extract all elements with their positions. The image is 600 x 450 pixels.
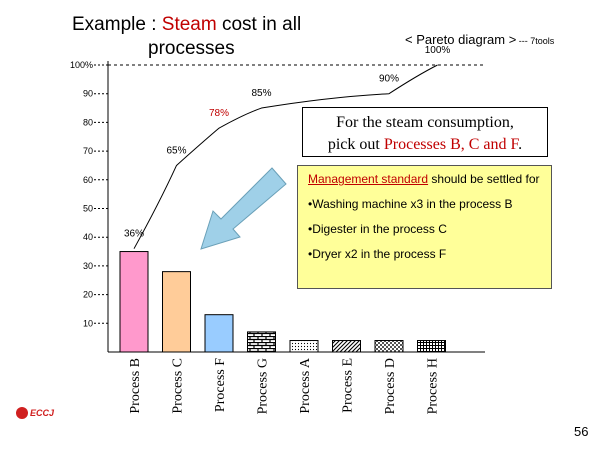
cumulative-label: 78% — [209, 108, 229, 119]
y-tick-label: 100% — [70, 60, 93, 70]
x-tick-label: Process A — [298, 357, 313, 414]
note-item: •Dryer x2 in the process F — [308, 247, 447, 261]
cumulative-line: 36% 65% 78% 85% 90% 100% — [124, 45, 450, 249]
bar — [162, 271, 191, 353]
callout-box: For the steam consumption, pick out Proc… — [302, 107, 548, 157]
bar — [332, 340, 361, 353]
page-title-line2: processes — [148, 38, 235, 59]
bar — [204, 314, 234, 353]
y-tick-label: 40 — [83, 232, 93, 242]
y-tick-label: 60 — [83, 175, 93, 185]
y-tick-label: 20 — [83, 290, 93, 300]
callout-highlight: Processes B, C and F — [383, 136, 519, 153]
note-heading: Management standard should be settled fo… — [308, 172, 540, 186]
note-heading-highlight: Management standard — [308, 172, 429, 186]
y-tick-label: 30 — [83, 261, 93, 271]
cumulative-label: 65% — [166, 145, 186, 156]
y-tick-label: 90 — [83, 89, 93, 99]
x-tick-label: Process H — [426, 358, 441, 414]
cumulative-path — [133, 64, 438, 249]
cumulative-label: 100% — [425, 45, 451, 56]
x-tick-label: Process E — [341, 358, 356, 413]
x-axis-labels: Process B Process C Process F Process G Proc… — [128, 357, 441, 414]
eccj-logo: ECCJ — [16, 407, 54, 419]
bar — [417, 340, 446, 353]
y-tick-label: 50 — [83, 204, 93, 214]
callout-line2: pick out Processes B, C and F. — [327, 136, 523, 153]
note-box: Management standard should be settled fo… — [297, 165, 552, 289]
x-tick-label: Process D — [383, 358, 398, 414]
cumulative-label: 36% — [124, 229, 144, 240]
note-item: •Digester in the process C — [308, 222, 447, 236]
page-number: 56 — [574, 424, 589, 439]
x-tick-label: Process B — [128, 358, 143, 414]
note-item: •Washing machine x3 in the process B — [308, 197, 513, 211]
cumulative-label: 85% — [251, 88, 271, 99]
x-tick-label: Process C — [171, 358, 186, 414]
bar — [374, 340, 404, 353]
x-tick-label: Process F — [213, 358, 228, 412]
cumulative-label: 90% — [379, 74, 399, 85]
page-title: Example : Steam cost in all — [72, 14, 302, 35]
bar — [247, 331, 276, 353]
y-tick-label: 10 — [83, 318, 93, 328]
bar — [119, 251, 149, 353]
title-highlight: Steam — [161, 14, 217, 35]
logo-mark-icon — [16, 407, 28, 419]
subtitle: < Pareto diagram > --- 7tools — [405, 32, 555, 47]
y-tick-label: 80 — [83, 117, 93, 127]
y-tick-label: 70 — [83, 146, 93, 156]
x-tick-label: Process G — [256, 358, 271, 414]
bar — [289, 340, 319, 353]
callout-line1: For the steam consumption, — [336, 114, 514, 131]
pointer-arrow — [200, 167, 287, 250]
bars — [119, 251, 446, 353]
logo-text: ECCJ — [30, 408, 55, 418]
